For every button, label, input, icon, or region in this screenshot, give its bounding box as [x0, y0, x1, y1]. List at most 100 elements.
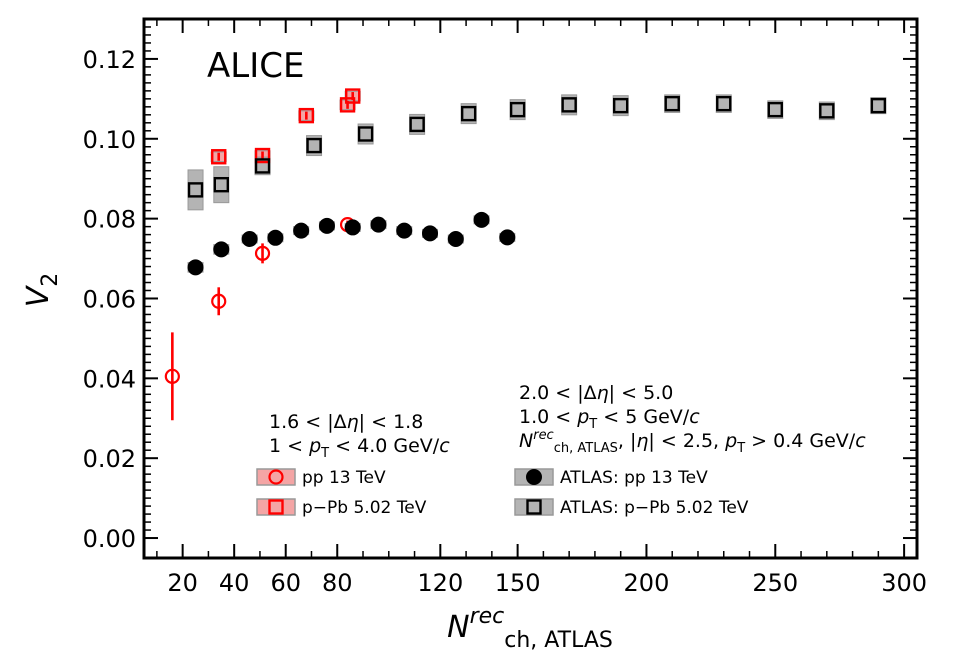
x-axis-title-sub: ch, ATLAS — [504, 628, 613, 653]
x-tick-label-3: 80 — [322, 569, 353, 597]
marker-s1-p2 — [298, 107, 315, 124]
legend-label-1: p−Pb 5.02 TeV — [302, 498, 427, 518]
marker-s2-p12 — [499, 229, 516, 246]
marker-s1-p1 — [254, 147, 271, 164]
systematic-uncertainty-boxes — [187, 90, 887, 273]
legend-head-g0-l1-seg-3: < 4.0 GeV/ — [329, 435, 440, 457]
x-tick-label-7: 250 — [752, 569, 798, 597]
marker-s3-p3 — [306, 137, 322, 154]
marker-s3-p2 — [254, 158, 271, 174]
legend-label-3: ATLAS: p−Pb 5.02 TeV — [560, 498, 749, 518]
y-tick-label-3: 0.06 — [83, 285, 136, 313]
y-tick-label-1: 0.02 — [83, 445, 136, 473]
legend-head-g1-l2-seg-1: rec — [533, 428, 554, 443]
x-axis-title-sup: rec — [470, 604, 505, 629]
legend-head-g1-l2-seg-0: N — [519, 430, 533, 452]
axis-titles: Nrecch, ATLAS V2 ALICE — [21, 46, 613, 653]
marker-s0-p2 — [254, 245, 271, 261]
x-axis-title: Nrecch, ATLAS — [447, 604, 613, 653]
legend-head-g1-l2-seg-3: , | — [618, 430, 636, 452]
legend-head-g1-l1-seg-2: T — [588, 417, 597, 432]
legend-head-g1-l2-seg-6: p — [724, 430, 737, 452]
legend-head-g0-l0-seg-0: 1.6 < |Δ — [269, 411, 347, 433]
legend-sys-swatch-3 — [514, 498, 554, 516]
legend-head-g1-l0: 2.0 < |Δη| < 5.0 — [519, 382, 673, 404]
marker-s3-p5 — [409, 116, 425, 133]
y-tick-label-4: 0.08 — [83, 206, 136, 234]
statistical-error-bars — [171, 92, 355, 421]
x-tick-label-5: 150 — [495, 569, 541, 597]
legend-marker-3 — [526, 499, 542, 515]
legend-head-g1-l2-seg-9: c — [855, 430, 866, 452]
legend: 1.6 < |Δη| < 1.81 < pT < 4.0 GeV/c2.0 < … — [256, 382, 866, 518]
legend-head-g1-l0-seg-1: η — [597, 382, 609, 404]
sys-box-s3-p1 — [213, 166, 230, 204]
legend-label-2: ATLAS: pp 13 TeV — [560, 468, 708, 488]
legend-head-g1-l2-seg-8: > 0.4 GeV/ — [745, 430, 856, 452]
marker-s3-p11 — [716, 95, 732, 112]
marker-s1-p0 — [211, 149, 227, 165]
legend-marker-2 — [526, 469, 542, 485]
legend-head-g0-l1: 1 < pT < 4.0 GeV/c — [269, 435, 450, 461]
legend-head-g1-l1-seg-1: p — [576, 406, 589, 428]
legend-head-g0-l0-seg-2: | < 1.8 — [359, 411, 424, 433]
x-tick-label-6: 200 — [624, 569, 670, 597]
marker-s2-p9 — [422, 225, 439, 242]
legend-head-g1-l2-seg-2: ch, ATLAS — [554, 441, 618, 456]
x-axis-title-main: N — [447, 610, 469, 645]
marker-s2-p8 — [396, 222, 413, 239]
axes — [142, 17, 919, 560]
legend-head-g1-l1: 1.0 < pT < 5 GeV/c — [519, 406, 700, 432]
legend-head-g1-l0-seg-2: | < 5.0 — [609, 382, 674, 404]
y-tick-label-0: 0.00 — [83, 525, 136, 553]
legend-sys-swatch-1 — [256, 498, 296, 516]
marker-s3-p1 — [213, 176, 230, 193]
marker-s2-p0 — [187, 259, 204, 276]
marker-s2-p6 — [344, 219, 361, 236]
legend-label-0: pp 13 TeV — [302, 468, 386, 488]
marker-s3-p8 — [561, 97, 577, 113]
marker-s1-p3 — [339, 97, 356, 113]
legend-head-g1-l0-seg-0: 2.0 < |Δ — [519, 382, 597, 404]
y-axis-title-sub: 2 — [38, 273, 63, 287]
legend-head-g1-l1-seg-0: 1.0 < — [519, 406, 577, 428]
marker-s2-p2 — [241, 230, 258, 247]
marker-s3-p12 — [767, 101, 783, 118]
marker-s1-p4 — [345, 88, 361, 104]
marker-s3-p9 — [612, 97, 629, 114]
x-tick-label-2: 60 — [270, 569, 301, 597]
marker-s2-p11 — [473, 211, 490, 228]
x-tick-label-4: 120 — [417, 569, 463, 597]
legend-head-g0-l1-seg-1: p — [308, 435, 321, 457]
x-tick-label-1: 40 — [219, 569, 250, 597]
legend-head-g1-l2-seg-5: | < 2.5, — [648, 430, 725, 452]
marker-s2-p5 — [318, 217, 335, 234]
experiment-label: ALICE — [207, 46, 304, 86]
legend-head-g1-l2-seg-4: η — [636, 430, 648, 452]
legend-head-g0-l1-seg-0: 1 < — [269, 435, 309, 457]
tick-labels: 20 40 60 80 120 150 200 250 300 0.00 0.02 0.04 0.06 0… — [83, 46, 927, 597]
x-tick-label-0: 20 — [167, 569, 198, 597]
marker-s3-p13 — [819, 103, 835, 119]
marker-s2-p3 — [267, 229, 284, 246]
legend-marker-0 — [268, 469, 284, 485]
y-axis-title: V2 — [21, 273, 63, 308]
plot-frame — [142, 17, 919, 560]
data-markers — [164, 88, 887, 384]
y-tick-label-2: 0.04 — [83, 365, 136, 393]
marker-s3-p4 — [357, 126, 374, 142]
y-tick-label-5: 0.10 — [83, 126, 136, 154]
legend-head-g0-l0-seg-1: η — [347, 411, 359, 433]
x-tick-label-8: 300 — [881, 569, 927, 597]
marker-s2-p1 — [213, 241, 230, 258]
y-tick-label-6: 0.12 — [83, 46, 136, 74]
marker-s3-p0 — [187, 182, 204, 198]
legend-sys-swatch-0 — [256, 468, 296, 486]
legend-head-g1-l1-seg-4: c — [689, 406, 700, 428]
legend-head-g0-l1-seg-4: c — [439, 435, 450, 457]
marker-s3-p6 — [460, 105, 477, 122]
legend-head-g1-l1-seg-3: < 5 GeV/ — [597, 406, 690, 428]
y-axis-title-main: V — [21, 284, 56, 307]
sys-box-s3-p0 — [187, 169, 204, 211]
